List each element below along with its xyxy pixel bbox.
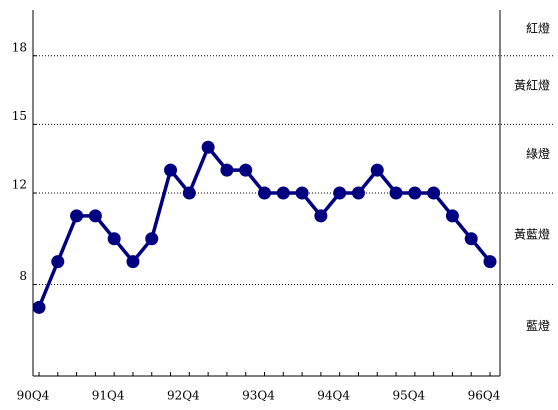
zone-label: 黃紅燈 xyxy=(514,78,550,93)
zone-label: 黃藍燈 xyxy=(514,226,550,241)
data-point xyxy=(32,300,46,314)
x-tick-label: 90Q4 xyxy=(17,389,50,403)
data-point xyxy=(408,186,422,200)
x-tick-label: 92Q4 xyxy=(167,389,200,403)
data-point xyxy=(51,255,65,269)
data-point xyxy=(88,209,102,223)
data-point xyxy=(145,232,159,246)
zone-label: 紅燈 xyxy=(526,20,550,35)
x-tick-label: 91Q4 xyxy=(92,389,125,403)
y-tick-label: 18 xyxy=(12,40,27,54)
y-tick-label: 8 xyxy=(19,269,27,283)
data-point xyxy=(351,186,365,200)
data-point xyxy=(464,232,478,246)
data-point xyxy=(107,232,121,246)
y-tick-label: 15 xyxy=(12,109,27,123)
data-point xyxy=(182,186,196,200)
zone-label: 綠燈 xyxy=(526,146,550,161)
x-tick-label: 95Q4 xyxy=(392,389,425,403)
data-point xyxy=(483,255,497,269)
x-tick-label: 96Q4 xyxy=(468,389,501,403)
x-tick-label: 94Q4 xyxy=(317,389,350,403)
data-point xyxy=(201,140,215,154)
data-point xyxy=(220,163,234,177)
data-point xyxy=(258,186,271,200)
data-point xyxy=(370,163,384,177)
data-point xyxy=(445,209,459,223)
data-point xyxy=(333,186,347,200)
data-point xyxy=(276,186,290,200)
zone-label: 藍燈 xyxy=(526,318,550,333)
data-point xyxy=(295,186,309,200)
x-tick-label: 93Q4 xyxy=(242,389,275,403)
data-point xyxy=(239,163,253,177)
data-point xyxy=(70,209,84,223)
series-line xyxy=(37,145,492,309)
data-point xyxy=(126,255,140,269)
y-tick-label: 12 xyxy=(12,178,27,192)
data-point xyxy=(314,209,328,223)
data-point xyxy=(427,186,441,200)
data-point xyxy=(389,186,403,200)
data-point xyxy=(164,163,178,177)
